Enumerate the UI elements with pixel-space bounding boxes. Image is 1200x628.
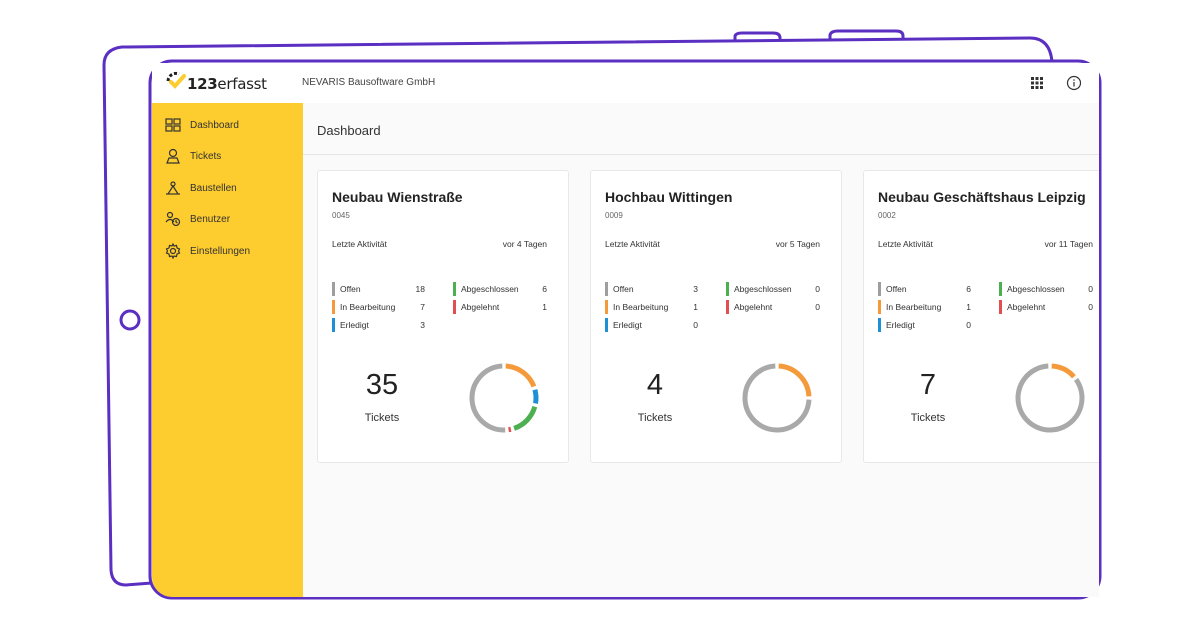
status-offen-count: 3: [693, 284, 698, 294]
sidebar-item-einstellungen[interactable]: Einstellungen: [164, 241, 250, 261]
status-offen-label: Offen: [878, 282, 907, 296]
sidebar-item-label: Baustellen: [190, 182, 237, 194]
status-in-bearbeitung-count: 1: [966, 302, 971, 312]
ticket-total: 35: [365, 369, 399, 401]
sidebar-item-baustellen[interactable]: Baustellen: [164, 178, 237, 198]
main-content: Dashboard Neubau Wienstraße 0045 Letzte …: [303, 103, 1099, 597]
tablet-button-1: [733, 31, 782, 40]
status-abgelehnt-count: 0: [1088, 302, 1093, 312]
sidebar-item-tickets[interactable]: Tickets: [164, 146, 221, 166]
sidebar: Dashboard Tickets Baustellen Benutzer Ei…: [152, 103, 303, 597]
sidebar-item-label: Benutzer: [190, 213, 231, 225]
status-abgelehnt-label: Abgelehnt: [999, 300, 1045, 314]
status-abgeschlossen-count: 6: [542, 284, 547, 294]
ticket-total-label: Tickets: [364, 412, 400, 424]
status-erledigt-label: Erledigt: [605, 318, 642, 332]
last-activity-label: Letzte Aktivität: [605, 239, 660, 249]
donut-segment-offen: [469, 363, 506, 433]
donut-segment-offen: [742, 363, 812, 433]
project-card[interactable]: Neubau Geschäftshaus Leipzig 0002 Letzte…: [863, 170, 1099, 463]
sidebar-item-benutzer[interactable]: Benutzer: [164, 209, 230, 229]
logo-text: 123erfasst: [187, 75, 267, 93]
sidebar-item-dashboard[interactable]: Dashboard: [164, 115, 239, 135]
app-window: 123erfasst NEVARIS Bausoftware GmbH Dash…: [152, 63, 1099, 597]
status-abgeschlossen-label: Abgeschlossen: [999, 282, 1065, 296]
status-offen-label: Offen: [332, 282, 361, 296]
project-name: Neubau Geschäftshaus Leipzig: [878, 189, 1086, 205]
status-abgeschlossen-count: 0: [1088, 284, 1093, 294]
status-erledigt-count: 0: [693, 320, 698, 330]
last-activity-label: Letzte Aktivität: [332, 239, 387, 249]
status-offen-count: 6: [966, 284, 971, 294]
company-name: NEVARIS Bausoftware GmbH: [302, 77, 436, 88]
status-erledigt-label: Erledigt: [878, 318, 915, 332]
status-in-bearbeitung-label: In Bearbeitung: [332, 300, 395, 314]
status-offen-count: 18: [415, 284, 425, 294]
sidebar-item-label: Tickets: [190, 150, 222, 162]
status-in-bearbeitung-count: 1: [693, 302, 698, 312]
donut-segment-in-bearbeitung: [778, 363, 812, 397]
status-in-bearbeitung-label: In Bearbeitung: [878, 300, 941, 314]
status-abgeschlossen-label: Abgeschlossen: [453, 282, 519, 296]
ticket-status-donut: [469, 363, 539, 433]
logo-mark-icon: [166, 71, 186, 89]
status-in-bearbeitung-count: 7: [420, 302, 425, 312]
ticket-total-label: Tickets: [910, 412, 946, 424]
status-abgelehnt-label: Abgelehnt: [453, 300, 499, 314]
donut-segment-in-bearbeitung: [505, 363, 537, 388]
project-name: Hochbau Wittingen: [605, 189, 733, 205]
construction-site-icon: [164, 180, 182, 196]
page-title: Dashboard: [317, 123, 381, 138]
apps-grid-icon[interactable]: [1030, 76, 1044, 90]
donut-segment-offen: [1015, 363, 1085, 433]
donut-segment-abgeschlossen: [513, 405, 538, 431]
tablet-button-2: [828, 29, 905, 39]
divider: [303, 154, 1099, 155]
last-activity-value: vor 4 Tagen: [502, 239, 547, 249]
info-circle-icon[interactable]: [1066, 75, 1082, 91]
status-erledigt-count: 3: [420, 320, 425, 330]
tablet-home-button: [119, 309, 141, 331]
ticket-total: 7: [919, 369, 937, 401]
top-bar: 123erfasst NEVARIS Bausoftware GmbH: [152, 63, 1099, 104]
app-logo[interactable]: 123erfasst: [165, 71, 275, 97]
gear-icon: [164, 243, 182, 259]
ticket-total: 4: [646, 369, 664, 401]
users-icon: [164, 211, 182, 227]
status-erledigt-count: 0: [966, 320, 971, 330]
project-card[interactable]: Hochbau Wittingen 0009 Letzte Aktivität …: [590, 170, 842, 463]
status-abgelehnt-count: 0: [815, 302, 820, 312]
project-id: 0009: [605, 211, 623, 220]
status-in-bearbeitung-label: In Bearbeitung: [605, 300, 668, 314]
ticket-total-label: Tickets: [637, 412, 673, 424]
donut-segment-erledigt: [532, 389, 539, 404]
dashboard-icon: [164, 117, 182, 133]
project-id: 0045: [332, 211, 350, 220]
last-activity-value: vor 11 Tagen: [1044, 239, 1093, 249]
project-name: Neubau Wienstraße: [332, 189, 463, 205]
sidebar-item-label: Dashboard: [190, 119, 239, 131]
last-activity-label: Letzte Aktivität: [878, 239, 933, 249]
project-card[interactable]: Neubau Wienstraße 0045 Letzte Aktivität …: [317, 170, 569, 463]
status-abgelehnt-count: 1: [542, 302, 547, 312]
donut-segment-in-bearbeitung: [1051, 363, 1076, 379]
status-erledigt-label: Erledigt: [332, 318, 369, 332]
ticket-status-donut: [1015, 363, 1085, 433]
project-id: 0002: [878, 211, 896, 220]
status-offen-label: Offen: [605, 282, 634, 296]
sidebar-item-label: Einstellungen: [190, 245, 251, 257]
last-activity-value: vor 5 Tagen: [775, 239, 820, 249]
ticket-status-donut: [742, 363, 812, 433]
status-abgeschlossen-count: 0: [815, 284, 820, 294]
tickets-icon: [164, 148, 182, 164]
status-abgeschlossen-label: Abgeschlossen: [726, 282, 792, 296]
status-abgelehnt-label: Abgelehnt: [726, 300, 772, 314]
